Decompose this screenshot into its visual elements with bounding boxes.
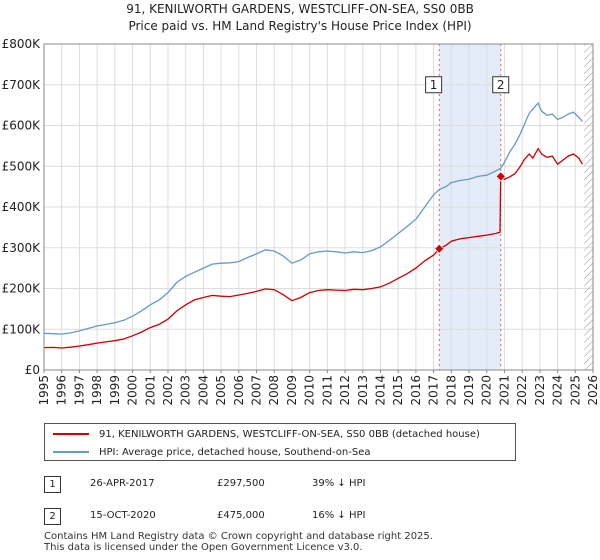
sale-marker-2 [495, 171, 506, 182]
x-tick-label: 1999 [108, 375, 122, 406]
marker-badge-label-1: 1 [430, 78, 438, 92]
x-tick-label: 2026 [586, 375, 600, 406]
chart-subtitle-text: Price paid vs. HM Land Registry's House … [128, 19, 472, 33]
x-tick-label: 2014 [373, 375, 387, 406]
y-tick-label: £700K [2, 78, 42, 92]
x-tick-label: 2017 [427, 375, 441, 406]
transactions-table: 1 26-APR-2017 £297,500 39% ↓ HPI 2 15-OC… [44, 476, 484, 540]
transaction-row: 1 26-APR-2017 £297,500 39% ↓ HPI [44, 476, 484, 508]
future-hatch [584, 44, 593, 370]
x-tick-label: 2005 [214, 375, 228, 406]
marker-badge-1 [425, 76, 443, 94]
x-tick-label: 2019 [462, 375, 476, 406]
chart-legend: 91, KENILWORTH GARDENS, WESTCLIFF-ON-SEA… [44, 423, 516, 461]
x-tick-label: 2011 [320, 375, 334, 406]
transaction-hpi: 39% ↓ HPI [312, 478, 366, 489]
footer-line-1: Contains HM Land Registry data © Crown c… [44, 531, 433, 542]
chart-title-text: 91, KENILWORTH GARDENS, WESTCLIFF-ON-SEA… [126, 2, 474, 16]
transaction-hpi: 16% ↓ HPI [312, 510, 366, 521]
x-tick-label: 2022 [515, 375, 529, 406]
y-tick-label: £600K [2, 119, 42, 133]
legend-property-label: 91, KENILWORTH GARDENS, WESTCLIFF-ON-SEA… [99, 428, 480, 440]
transaction-date: 26-APR-2017 [90, 478, 155, 489]
x-tick-label: 2001 [143, 375, 157, 406]
x-tick-label: 2013 [356, 375, 370, 406]
legend-item-property: 91, KENILWORTH GARDENS, WESTCLIFF-ON-SEA… [53, 425, 480, 443]
x-tick-label: 1997 [72, 375, 86, 406]
legend-hpi-label: HPI: Average price, detached house, Sout… [99, 446, 371, 458]
y-tick-label: £300K [2, 241, 42, 255]
x-tick-label: 2008 [267, 375, 281, 406]
footer-line-2: This data is licensed under the Open Gov… [44, 542, 363, 553]
x-tick-label: 2016 [409, 375, 423, 406]
y-tick-label: £200K [2, 282, 42, 296]
y-tick-label: £400K [2, 200, 42, 214]
x-tick-label: 2018 [444, 375, 458, 406]
x-tick-label: 2006 [232, 375, 246, 406]
series-property [43, 147, 583, 349]
x-tick-label: 2000 [126, 375, 140, 406]
x-tick-label: 2010 [303, 375, 317, 406]
x-tick-label: 2024 [551, 375, 565, 406]
y-tick-label: £800K [2, 37, 42, 51]
x-tick-label: 2020 [480, 375, 494, 406]
x-tick-label: 2021 [497, 375, 511, 406]
footer-attribution: Contains HM Land Registry data © Crown c… [44, 531, 433, 553]
x-tick-label: 2009 [285, 375, 299, 406]
y-tick-label: £0 [25, 363, 40, 377]
transaction-badge: 1 [44, 476, 61, 493]
x-tick-label: 2012 [338, 375, 352, 406]
transaction-date: 15-OCT-2020 [90, 510, 156, 521]
legend-property-swatch [53, 433, 89, 435]
price-chart: 1 2 £0 £100K £200K £300K £400K £500K £600K £700K… [2, 37, 600, 406]
x-tick-label: 1995 [37, 375, 51, 406]
x-tick-label: 2004 [196, 375, 210, 406]
series-hpi [43, 101, 583, 335]
x-tick-label: 2007 [250, 375, 264, 406]
plot-frame [43, 43, 594, 371]
y-tick-label: £100K [2, 322, 42, 336]
marker-badge-2 [492, 76, 510, 94]
legend-hpi-swatch [53, 451, 89, 453]
transaction-badge: 2 [44, 508, 61, 525]
y-tick-label: £500K [2, 159, 42, 173]
transaction-row: 2 15-OCT-2020 £475,000 16% ↓ HPI [44, 508, 484, 540]
chart-title: 91, KENILWORTH GARDENS, WESTCLIFF-ON-SEA… [0, 1, 600, 35]
transaction-price: £475,000 [217, 510, 265, 521]
transaction-price: £297,500 [217, 478, 265, 489]
legend-item-hpi: HPI: Average price, detached house, Sout… [53, 443, 371, 461]
x-tick-label: 1996 [55, 375, 69, 406]
x-tick-label: 2015 [391, 375, 405, 406]
sale-marker-1 [434, 243, 445, 254]
x-tick-label: 2025 [568, 375, 582, 406]
x-tick-label: 2002 [161, 375, 175, 406]
x-tick-label: 2003 [179, 375, 193, 406]
x-tick-label: 1998 [90, 375, 104, 406]
x-tick-label: 2023 [533, 375, 547, 406]
marker-badge-label-2: 2 [497, 78, 505, 92]
